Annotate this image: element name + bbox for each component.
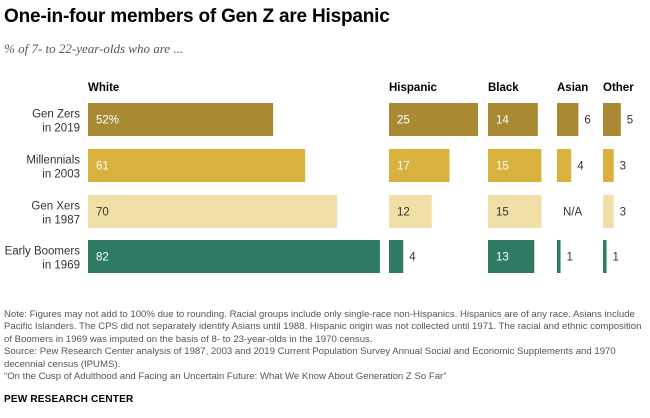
category-label-gen-xers-in-1987-line-2: in 1987 [42, 215, 80, 227]
bar-hispanic-gen-xers-in-1987 [389, 195, 432, 228]
bar-other-gen-xers-in-1987 [603, 195, 614, 228]
bar-hispanic-early-boomers-in-1969 [389, 240, 404, 273]
data-label-other-gen-zers-in-2019: 5 [627, 115, 633, 127]
data-label-black-gen-xers-in-1987: 15 [496, 207, 509, 219]
chart-title: One-in-four members of Gen Z are Hispani… [4, 6, 390, 27]
bar-black-early-boomers-in-1969 [488, 240, 535, 273]
data-label-white-gen-xers-in-1987: 70 [96, 207, 109, 219]
data-label-white-early-boomers-in-1969: 82 [96, 252, 109, 264]
bar-black-gen-xers-in-1987 [488, 195, 542, 228]
category-label-millennials-in-2003-line-2: in 2003 [42, 169, 80, 181]
data-label-asian-gen-xers-in-1987: N/A [563, 207, 583, 219]
category-label-gen-xers-in-1987-line-1: Gen Xers [31, 201, 80, 213]
bar-hispanic-gen-zers-in-2019 [389, 103, 478, 136]
bar-white-gen-zers-in-2019 [88, 103, 274, 136]
bar-black-millennials-in-2003 [488, 149, 542, 182]
data-label-hispanic-gen-xers-in-1987: 12 [397, 207, 410, 219]
category-label-early-boomers-in-1969-line-2: in 1969 [42, 260, 80, 272]
bar-asian-gen-zers-in-2019 [557, 103, 579, 136]
data-label-asian-early-boomers-in-1969: 1 [567, 252, 573, 264]
report-title-text: “On the Cusp of Adulthood and Facing an … [4, 371, 447, 383]
bar-asian-early-boomers-in-1969 [557, 240, 561, 273]
bar-white-gen-xers-in-1987 [88, 195, 338, 228]
data-label-white-millennials-in-2003: 61 [96, 161, 109, 173]
data-label-hispanic-millennials-in-2003: 17 [397, 161, 410, 173]
bar-other-millennials-in-2003 [603, 149, 614, 182]
bar-other-early-boomers-in-1969 [603, 240, 607, 273]
data-label-asian-gen-zers-in-2019: 6 [584, 115, 590, 127]
data-label-black-gen-zers-in-2019: 14 [496, 115, 509, 127]
series-header-hispanic: Hispanic [389, 82, 438, 94]
data-label-hispanic-gen-zers-in-2019: 25 [397, 115, 410, 127]
data-label-black-millennials-in-2003: 15 [496, 161, 509, 173]
category-label-millennials-in-2003-line-1: Millennials [26, 155, 80, 167]
data-label-black-early-boomers-in-1969: 13 [496, 252, 509, 264]
chart-subtitle: % of 7- to 22-year-olds who are ... [4, 41, 184, 56]
source-text: Source: Pew Research Center analysis of … [4, 346, 616, 370]
data-label-other-gen-xers-in-1987: 3 [620, 207, 626, 219]
series-header-asian: Asian [557, 82, 588, 94]
data-label-asian-millennials-in-2003: 4 [577, 161, 584, 173]
category-label-gen-zers-in-2019-line-2: in 2019 [42, 123, 80, 135]
bar-asian-millennials-in-2003 [557, 149, 572, 182]
pew-research-center-logo: PEW RESEARCH CENTER [4, 394, 134, 405]
series-header-other: Other [603, 82, 634, 94]
data-label-other-early-boomers-in-1969: 1 [613, 252, 619, 264]
data-label-hispanic-early-boomers-in-1969: 4 [409, 252, 416, 264]
data-label-white-gen-zers-in-2019: 52% [96, 115, 119, 127]
bar-white-millennials-in-2003 [88, 149, 306, 182]
small-multiples-bar-chart: Gen Zers in 2019 Millennials in 2003 Gen Xer… [5, 82, 634, 273]
category-label-gen-zers-in-2019-line-1: Gen Zers [32, 109, 80, 121]
bar-white-early-boomers-in-1969 [88, 240, 380, 273]
bar-hispanic-millennials-in-2003 [389, 149, 450, 182]
data-label-other-millennials-in-2003: 3 [620, 161, 626, 173]
category-label-early-boomers-in-1969-line-1: Early Boomers [5, 246, 81, 258]
series-header-black: Black [488, 82, 519, 94]
series-header-white: White [88, 82, 119, 94]
notes-block: Note: Figures may not add to 100% due to… [4, 309, 644, 383]
bar-other-gen-zers-in-2019 [603, 103, 621, 136]
bar-black-gen-zers-in-2019 [488, 103, 538, 136]
note-text: Note: Figures may not add to 100% due to… [4, 309, 642, 345]
